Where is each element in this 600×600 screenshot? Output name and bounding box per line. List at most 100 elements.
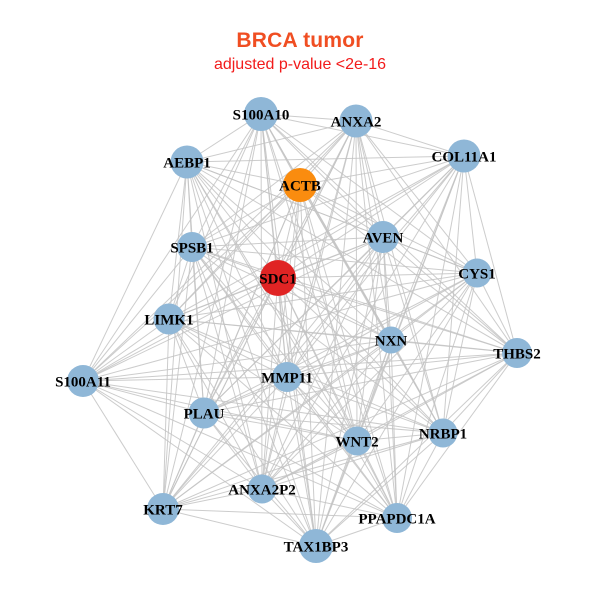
node-label-aven: AVEN — [363, 230, 404, 246]
node-label-limk1: LIMK1 — [144, 312, 193, 328]
edge-spsb1-nxn — [191, 246, 392, 341]
edge-s100a11-nrbp1 — [82, 380, 444, 434]
edge-anxa2-spsb1 — [191, 120, 357, 248]
node-label-cys1: CYS1 — [458, 266, 496, 282]
edge-spsb1-krt7 — [162, 246, 193, 510]
edge-s100a10-spsb1 — [191, 113, 262, 248]
edge-nrbp1-krt7 — [162, 432, 444, 510]
edge-nrbp1-tax1bp3 — [315, 432, 444, 547]
edge-wnt2-anxa2p2 — [261, 440, 358, 490]
edge-mmp11-tax1bp3 — [286, 376, 317, 547]
node-spsb1 — [177, 232, 207, 262]
node-label-col11a1: COL11A1 — [431, 149, 496, 165]
edge-col11a1-aebp1 — [186, 155, 465, 163]
node-tax1bp3 — [299, 529, 333, 563]
edge-col11a1-actb — [299, 155, 465, 186]
node-sdc1 — [260, 260, 296, 296]
edge-anxa2p2-ppapdc1a — [261, 488, 398, 519]
edge-aebp1-ppapdc1a — [186, 161, 398, 519]
edge-limk1-wnt2 — [168, 318, 358, 442]
edge-actb-s100a11 — [82, 184, 301, 382]
node-nrbp1 — [428, 418, 458, 448]
edge-aven-cys1 — [382, 236, 478, 274]
edge-anxa2-col11a1 — [355, 120, 465, 157]
node-label-wnt2: WNT2 — [335, 434, 378, 450]
edge-mmp11-krt7 — [162, 376, 288, 510]
node-aven — [367, 221, 399, 253]
node-krt7 — [147, 493, 179, 525]
edge-spsb1-s100a11 — [82, 246, 193, 382]
node-thbs2 — [502, 338, 532, 368]
node-label-s100a10: S100A10 — [233, 107, 290, 123]
edge-col11a1-spsb1 — [191, 155, 465, 248]
edge-nxn-mmp11 — [286, 339, 392, 378]
edge-cys1-limk1 — [168, 272, 478, 320]
edge-cys1-s100a11 — [82, 272, 478, 382]
edge-anxa2-limk1 — [168, 120, 357, 320]
edge-col11a1-mmp11 — [286, 155, 465, 378]
edge-s100a11-ppapdc1a — [82, 380, 398, 519]
node-label-spsb1: SPSB1 — [170, 240, 213, 256]
edge-nxn-anxa2p2 — [261, 339, 392, 490]
edge-aebp1-actb — [186, 161, 301, 186]
edge-limk1-s100a11 — [82, 318, 170, 382]
edge-aebp1-tax1bp3 — [186, 161, 317, 547]
edge-sdc1-plau — [203, 277, 279, 414]
edge-aven-nrbp1 — [382, 236, 444, 434]
edge-thbs2-nrbp1 — [442, 352, 518, 434]
nodes-layer — [67, 97, 532, 563]
edge-col11a1-cys1 — [463, 155, 478, 274]
node-label-anxa2p2: ANXA2P2 — [228, 482, 296, 498]
edge-mmp11-ppapdc1a — [286, 376, 398, 519]
node-label-aebp1: AEBP1 — [163, 155, 211, 171]
edge-s100a11-tax1bp3 — [82, 380, 317, 547]
edge-aebp1-sdc1 — [186, 161, 279, 279]
edge-plau-nrbp1 — [203, 412, 444, 434]
edge-plau-ppapdc1a — [203, 412, 398, 519]
edge-krt7-tax1bp3 — [162, 508, 317, 547]
edge-anxa2-tax1bp3 — [315, 120, 357, 547]
node-col11a1 — [447, 139, 481, 173]
edge-s100a11-krt7 — [82, 380, 164, 510]
edge-plau-krt7 — [162, 412, 205, 510]
node-label-plau: PLAU — [184, 406, 225, 422]
edge-cys1-tax1bp3 — [315, 272, 478, 547]
edge-aebp1-wnt2 — [186, 161, 358, 442]
edge-anxa2-aebp1 — [186, 120, 357, 163]
edge-s100a11-plau — [82, 380, 205, 414]
edge-nrbp1-anxa2p2 — [261, 432, 444, 490]
edge-limk1-tax1bp3 — [168, 318, 317, 547]
edge-s100a11-anxa2p2 — [82, 380, 263, 490]
edge-s100a10-cys1 — [260, 113, 478, 274]
edge-s100a11-wnt2 — [82, 380, 358, 442]
edge-thbs2-tax1bp3 — [315, 352, 518, 547]
edge-spsb1-thbs2 — [191, 246, 518, 354]
edge-s100a10-s100a11 — [82, 113, 262, 382]
edge-col11a1-anxa2p2 — [261, 155, 465, 490]
node-label-sdc1: SDC1 — [259, 271, 297, 287]
edge-thbs2-krt7 — [162, 352, 518, 510]
node-limk1 — [153, 303, 185, 335]
edge-cys1-sdc1 — [277, 272, 478, 279]
edge-krt7-ppapdc1a — [162, 508, 398, 519]
node-nxn — [377, 326, 405, 354]
edge-anxa2-aven — [355, 120, 384, 238]
edge-actb-limk1 — [168, 184, 301, 320]
edge-sdc1-nxn — [277, 277, 392, 341]
edge-sdc1-limk1 — [168, 277, 279, 320]
node-wnt2 — [342, 426, 372, 456]
edge-anxa2-anxa2p2 — [261, 120, 357, 490]
edge-limk1-krt7 — [162, 318, 170, 510]
edge-aven-thbs2 — [382, 236, 518, 354]
labels-layer: S100A10 ANXA2 COL11A1 AEBP1 ACTB AVEN SPSB1 CYS… — [55, 107, 541, 555]
edge-spsb1-wnt2 — [191, 246, 358, 442]
edge-krt7-anxa2p2 — [162, 488, 263, 510]
edge-actb-thbs2 — [299, 184, 518, 354]
edge-nxn-s100a11 — [82, 339, 392, 382]
edge-nxn-thbs2 — [390, 339, 518, 354]
edge-thbs2-mmp11 — [286, 352, 518, 378]
node-label-s100a11: S100A11 — [55, 374, 111, 390]
node-label-tax1bp3: TAX1BP3 — [284, 539, 349, 555]
edge-sdc1-ppapdc1a — [277, 277, 398, 519]
